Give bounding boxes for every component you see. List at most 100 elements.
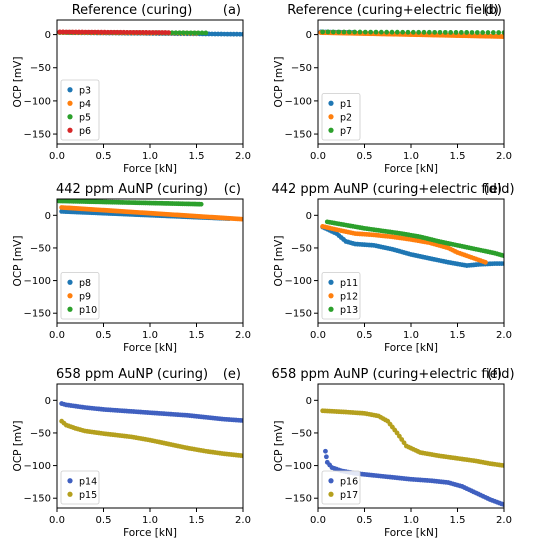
legend-label: p3	[79, 85, 91, 96]
x-tick-label: 0.5	[357, 515, 373, 526]
x-axis-label: Force [kN]	[123, 163, 177, 175]
y-tick-label: −150	[24, 494, 51, 505]
legend-marker	[328, 491, 334, 497]
chart-title: 658 ppm AuNP (curing+electric field)	[271, 367, 514, 382]
legend-label: p16	[340, 476, 358, 487]
data-point	[368, 29, 374, 35]
y-axis-label: OCP [mV]	[12, 421, 24, 472]
legend-marker	[67, 491, 73, 497]
x-axis-label: Force [kN]	[384, 163, 438, 175]
chart-title: Reference (curing+electric field)	[287, 3, 499, 18]
data-point	[240, 453, 243, 459]
chart-title: Reference (curing)	[72, 3, 193, 18]
x-tick-label: 1.5	[450, 151, 466, 162]
y-tick-label: −100	[285, 461, 312, 472]
data-point	[198, 201, 204, 207]
data-point	[501, 34, 504, 39]
y-tick-label: −150	[24, 309, 51, 320]
data-point	[483, 259, 488, 265]
y-tick-label: 0	[45, 396, 51, 407]
panel-tag: (a)	[223, 3, 241, 18]
legend-marker	[67, 100, 73, 106]
legend-marker	[67, 293, 73, 299]
data-point	[490, 30, 496, 35]
y-tick-label: 0	[45, 211, 51, 222]
y-tick-label: −100	[24, 461, 51, 472]
data-point	[474, 30, 480, 35]
series-p15	[59, 418, 243, 459]
x-tick-label: 2.0	[235, 515, 251, 526]
data-point	[336, 29, 342, 35]
data-point	[177, 30, 182, 36]
x-tick-label: 0.5	[96, 330, 112, 341]
x-tick-label: 0.0	[49, 151, 65, 162]
data-point	[341, 29, 347, 35]
data-point	[501, 30, 504, 35]
y-tick-label: 0	[45, 30, 51, 41]
y-tick-label: −150	[285, 130, 312, 141]
x-tick-label: 1.0	[403, 151, 419, 162]
y-tick-label: −100	[24, 96, 51, 107]
panel-tag: (e)	[223, 367, 241, 382]
data-point	[501, 502, 504, 508]
y-tick-label: −50	[291, 63, 312, 74]
data-point	[373, 29, 379, 35]
data-point	[421, 29, 427, 35]
legend-label: p17	[340, 490, 358, 501]
data-layer	[57, 199, 243, 222]
y-axis-label: OCP [mV]	[273, 236, 285, 287]
legend-box	[60, 79, 100, 141]
y-tick-label: 0	[306, 30, 312, 41]
data-point	[173, 30, 179, 36]
data-point	[389, 29, 395, 35]
y-tick-label: −150	[285, 309, 312, 320]
data-point	[323, 448, 328, 454]
legend-label: p4	[79, 99, 91, 110]
data-point	[453, 30, 459, 35]
series-p10	[57, 199, 204, 207]
data-point	[394, 29, 400, 35]
y-tick-label: −50	[30, 243, 51, 254]
data-point	[384, 29, 390, 35]
x-tick-label: 1.5	[189, 151, 205, 162]
data-point	[240, 418, 243, 423]
data-point	[166, 30, 172, 35]
data-point	[469, 30, 475, 35]
x-tick-label: 1.0	[142, 515, 158, 526]
x-tick-label: 2.0	[496, 330, 512, 341]
legend-marker	[328, 306, 334, 312]
x-tick-label: 0.5	[357, 151, 373, 162]
legend-label: p6	[79, 126, 91, 137]
chart-panel-a: Reference (curing) (a) 0.0 0.5 1.0 1.5 2.0 0 −50…	[12, 3, 251, 175]
legend-marker	[67, 114, 73, 120]
data-point	[240, 216, 243, 222]
panel-tag: (f)	[487, 367, 502, 382]
x-tick-label: 1.5	[450, 515, 466, 526]
x-tick-label: 1.5	[189, 330, 205, 341]
x-axis-label: Force [kN]	[123, 527, 177, 539]
y-tick-label: −150	[24, 130, 51, 141]
legend-marker	[328, 279, 334, 285]
legend-label: p5	[79, 112, 91, 123]
legend-marker	[328, 127, 334, 133]
y-tick-label: 0	[306, 396, 312, 407]
data-point	[199, 30, 205, 36]
y-tick-label: −150	[285, 494, 312, 505]
y-tick-label: −100	[285, 96, 312, 107]
series-p9	[59, 205, 243, 222]
legend-marker	[328, 478, 334, 484]
legend-label: p12	[340, 291, 358, 302]
legend-label: p2	[340, 112, 352, 123]
data-point	[480, 30, 486, 35]
y-tick-label: −50	[291, 428, 312, 439]
x-tick-label: 0.0	[49, 515, 65, 526]
legend-label: p9	[79, 291, 91, 302]
x-tick-label: 2.0	[235, 330, 251, 341]
x-tick-label: 0.5	[96, 515, 112, 526]
legend-marker	[67, 279, 73, 285]
y-axis-label: OCP [mV]	[273, 421, 285, 472]
data-point	[325, 29, 331, 35]
x-tick-label: 0.5	[96, 151, 112, 162]
